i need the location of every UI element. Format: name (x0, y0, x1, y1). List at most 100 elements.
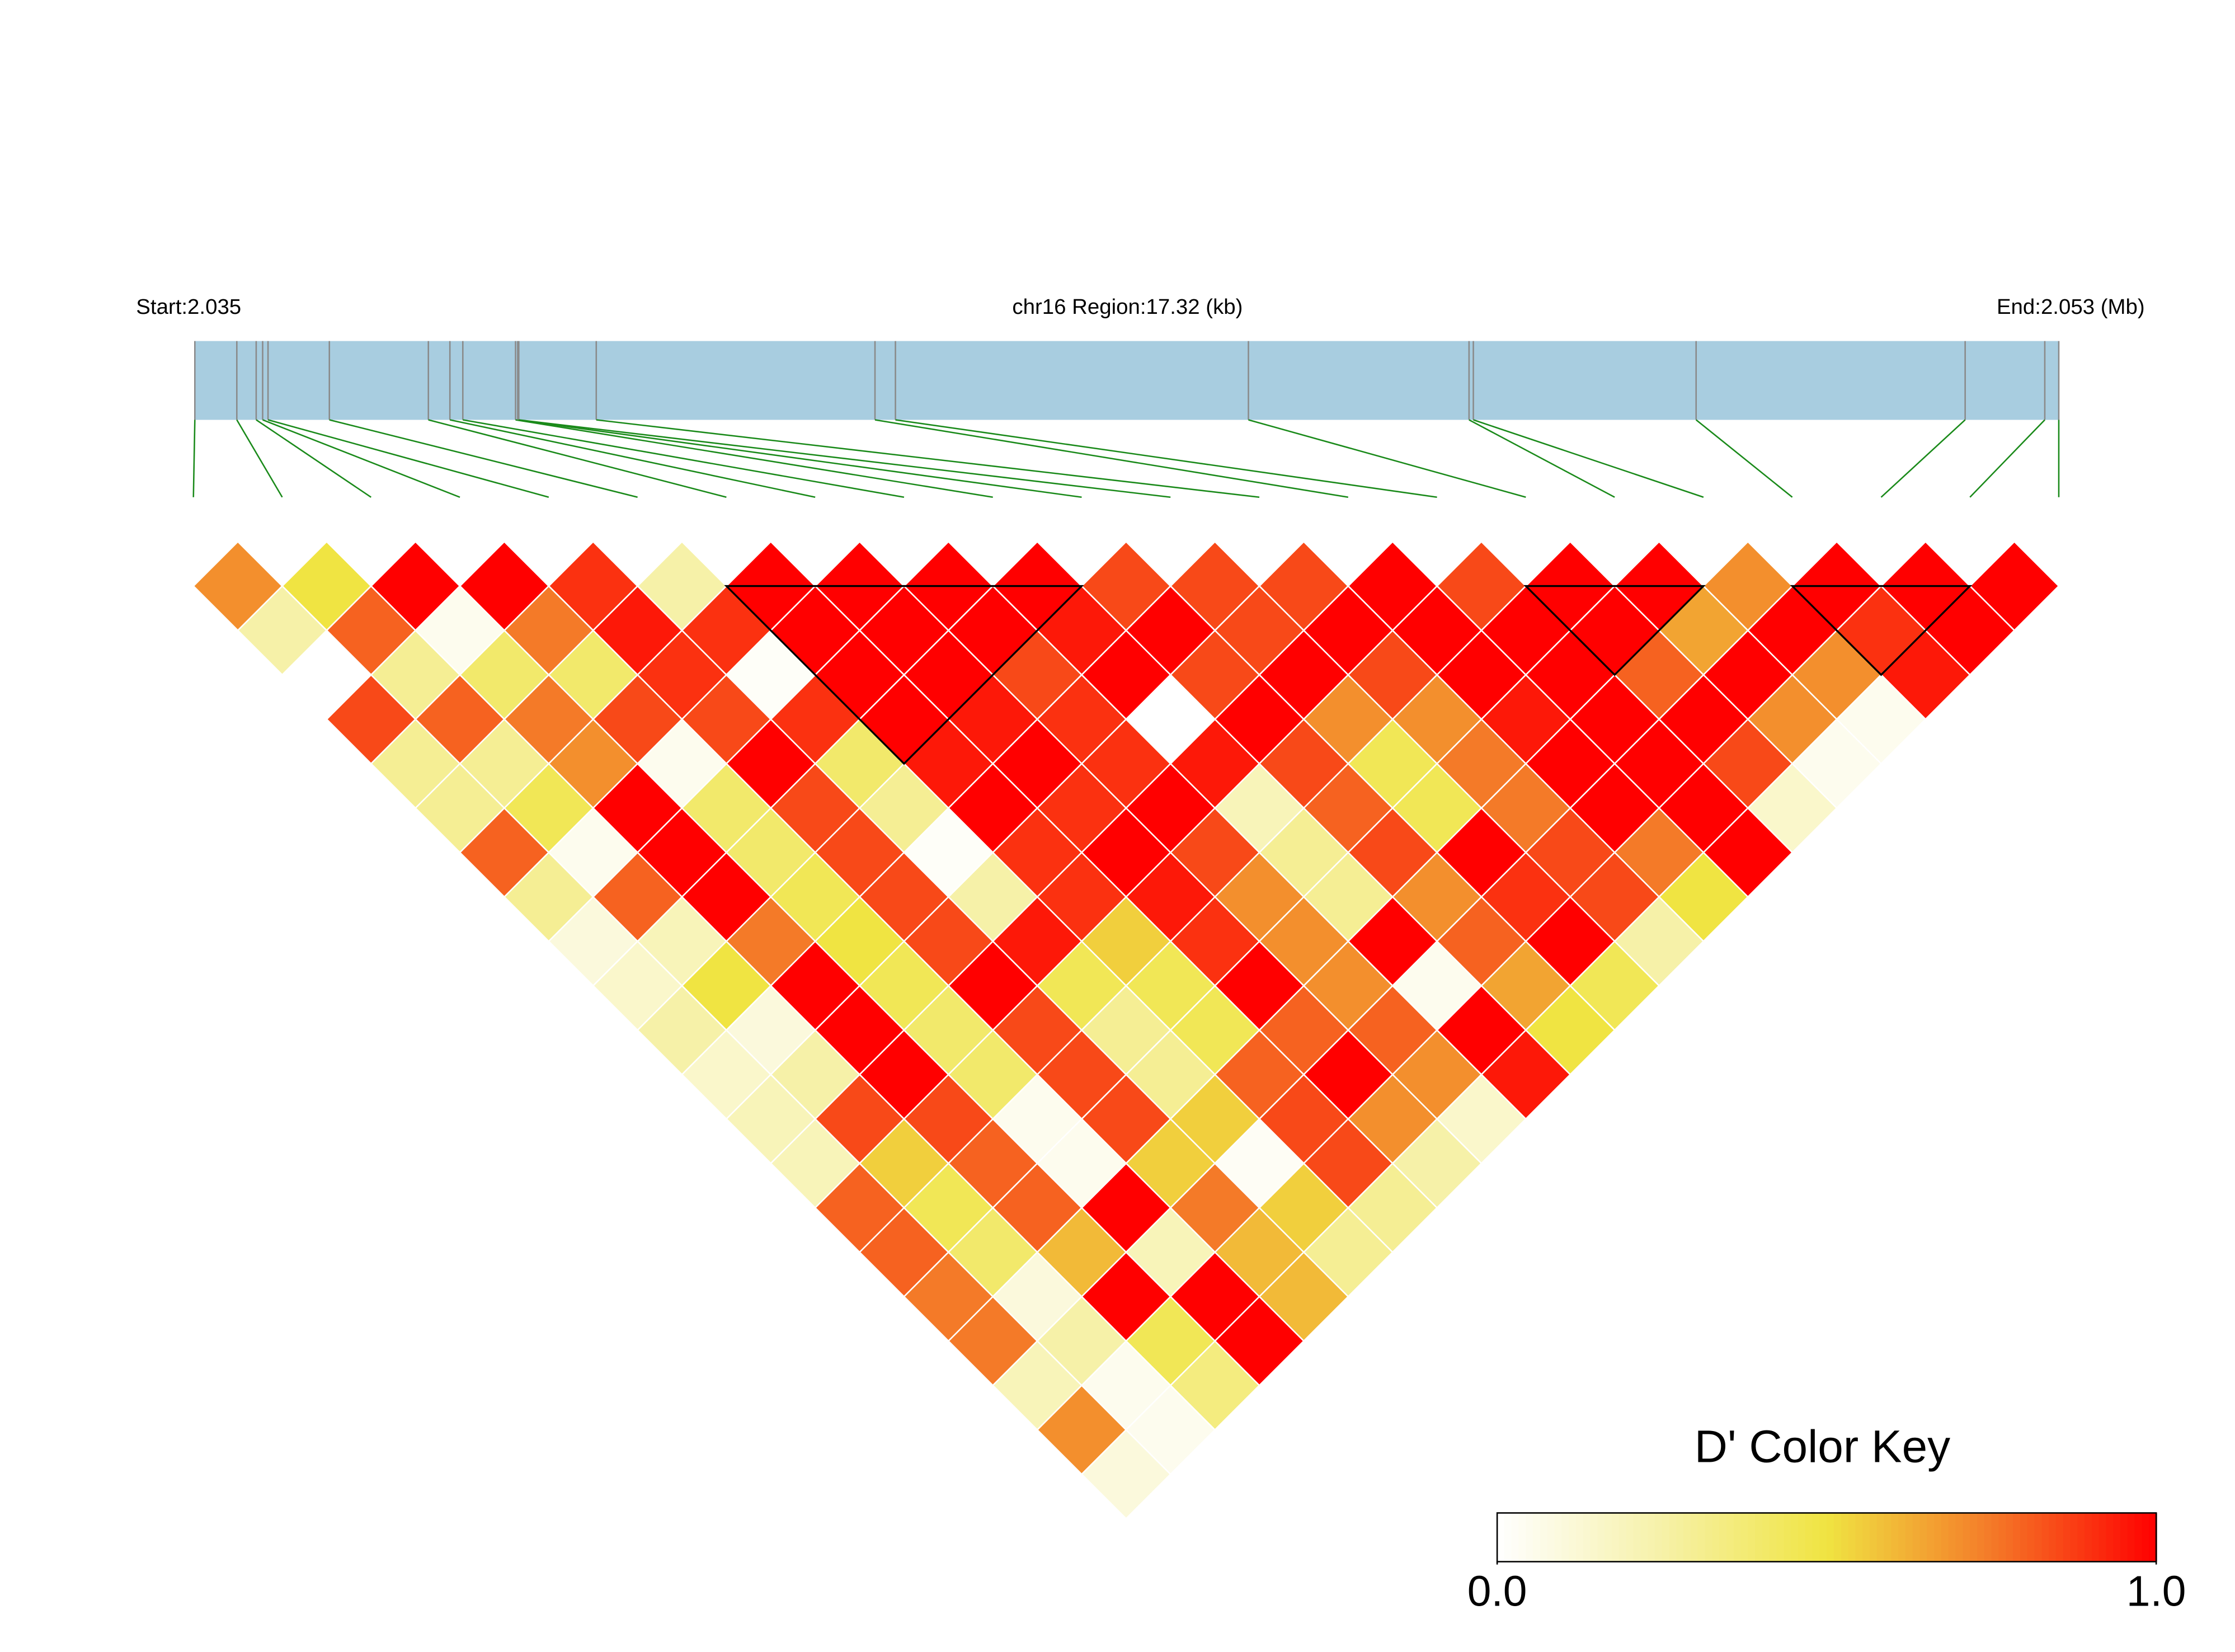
snp-connector (1695, 419, 1793, 498)
snp-connector (262, 419, 460, 498)
key-swatch (1970, 1513, 1978, 1562)
key-swatch (1998, 1513, 2007, 1562)
key-tick-label: 0.0 (1467, 1568, 1527, 1616)
key-swatch (1769, 1513, 1778, 1562)
snp-connector (267, 419, 549, 498)
region-label: chr16 Region:17.32 (kb) (1012, 295, 1243, 319)
snp-connector (519, 419, 1171, 498)
snp-connector (874, 419, 1349, 498)
snp-connector (192, 420, 196, 497)
key-swatch (1948, 1513, 1957, 1562)
key-swatch (1984, 1513, 1993, 1562)
key-swatch (1569, 1513, 1577, 1562)
ld-block (724, 585, 1084, 765)
key-swatch (2134, 1513, 2143, 1562)
key-swatch (1697, 1513, 1706, 1562)
key-swatch (1827, 1513, 1835, 1562)
key-swatch (1497, 1513, 1505, 1562)
key-swatch (1640, 1513, 1649, 1562)
key-swatch (1927, 1513, 1935, 1562)
key-swatch (1597, 1513, 1606, 1562)
snp-connector (1469, 419, 1615, 498)
key-swatch (1912, 1513, 1921, 1562)
key-swatch (1776, 1513, 1785, 1562)
key-swatch (1791, 1513, 1799, 1562)
key-swatch (1590, 1513, 1598, 1562)
key-swatch (1748, 1513, 1756, 1562)
key-swatch (2006, 1513, 2014, 1562)
key-swatch (1934, 1513, 1942, 1562)
key-swatch (1669, 1513, 1677, 1562)
key-swatch (1618, 1513, 1627, 1562)
key-swatch (1977, 1513, 1985, 1562)
key-swatch (1733, 1513, 1742, 1562)
key-swatch (2055, 1513, 2064, 1562)
key-swatch (1755, 1513, 1763, 1562)
key-swatch (1533, 1513, 1541, 1562)
key-swatch (2049, 1513, 2057, 1562)
key-swatch (1919, 1513, 1928, 1562)
key-swatch (1991, 1513, 1999, 1562)
key-swatch (1955, 1513, 1964, 1562)
key-swatch (1848, 1513, 1856, 1562)
snp-connector (517, 419, 1082, 498)
start-label: Start:2.035 (136, 295, 241, 319)
key-swatch (2091, 1513, 2100, 1562)
key-swatch (1518, 1513, 1527, 1562)
key-frame (1496, 1512, 2157, 1562)
snp-connector (329, 419, 638, 498)
key-swatch (1583, 1513, 1592, 1562)
key-swatch (2120, 1513, 2129, 1562)
key-swatch (2098, 1513, 2107, 1562)
key-swatch (1690, 1513, 1699, 1562)
key-swatch (1605, 1513, 1613, 1562)
key-swatch (1869, 1513, 1878, 1562)
key-swatch (1784, 1513, 1792, 1562)
key-swatch (1712, 1513, 1720, 1562)
key-swatch (2149, 1513, 2157, 1562)
key-swatch (1648, 1513, 1656, 1562)
key-swatch (1941, 1513, 1950, 1562)
key-swatch (1561, 1513, 1570, 1562)
key-swatch (2063, 1513, 2072, 1562)
snp-connector (1880, 419, 1966, 498)
key-swatch (2127, 1513, 2136, 1562)
key-swatch (2085, 1513, 2093, 1562)
key-swatch (1812, 1513, 1820, 1562)
snp-connector (236, 419, 283, 498)
key-swatch (1626, 1513, 1634, 1562)
key-swatch (1876, 1513, 1885, 1562)
key-swatch (2034, 1513, 2043, 1562)
key-swatch (2027, 1513, 2036, 1562)
snp-connector (428, 419, 727, 498)
key-swatch (1554, 1513, 1563, 1562)
key-swatch (1841, 1513, 1850, 1562)
key-swatch (1898, 1513, 1907, 1562)
key-swatch (1963, 1513, 1971, 1562)
region-bar (195, 341, 2059, 420)
key-swatch (2077, 1513, 2086, 1562)
key-swatch (1526, 1513, 1534, 1562)
key-swatch (2020, 1513, 2029, 1562)
ld-block (1523, 585, 1706, 676)
key-swatch (1705, 1513, 1713, 1562)
key-swatch (1805, 1513, 1814, 1562)
ld-block (1790, 585, 1973, 676)
key-swatch (1891, 1513, 1899, 1562)
snp-connector (256, 419, 371, 498)
snp-connector (895, 419, 1437, 498)
key-swatch (1819, 1513, 1828, 1562)
key-swatch (1575, 1513, 1584, 1562)
key-swatch (1633, 1513, 1641, 1562)
key-swatch (2041, 1513, 2050, 1562)
ld-cell (1080, 1429, 1172, 1520)
snp-connector (596, 419, 1260, 498)
key-swatch (1798, 1513, 1806, 1562)
key-swatch (1855, 1513, 1864, 1562)
key-swatch (2013, 1513, 2021, 1562)
snp-connector (515, 419, 993, 498)
snp-connector (1248, 419, 1526, 498)
snp-connector (1473, 419, 1704, 498)
key-swatch (1862, 1513, 1871, 1562)
